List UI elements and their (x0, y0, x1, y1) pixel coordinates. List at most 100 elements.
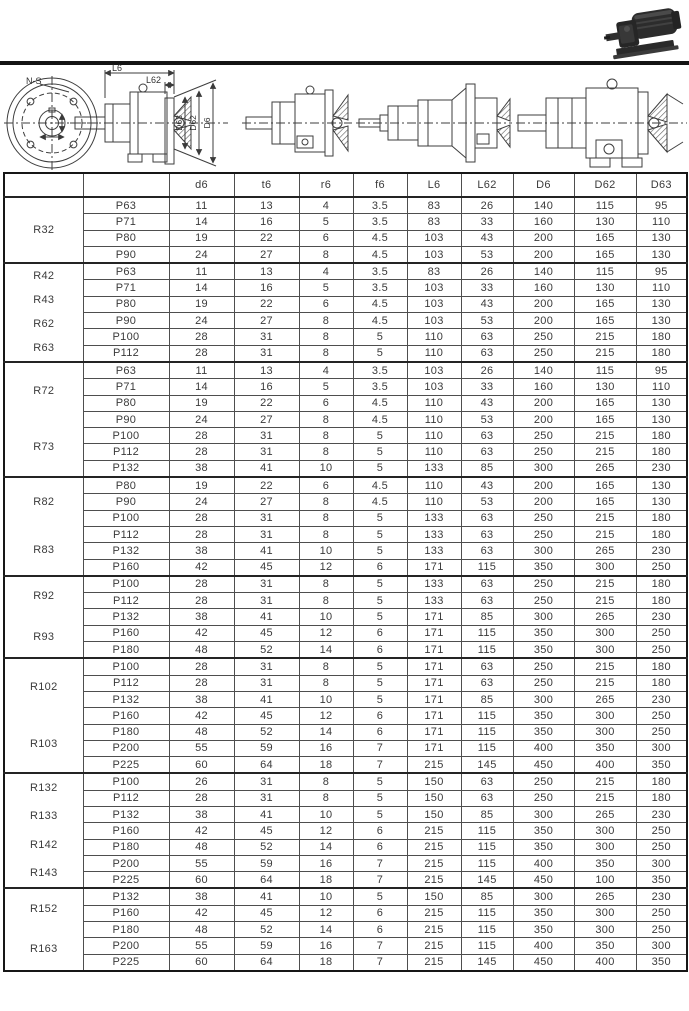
motor-size-cell: P112 (82, 674, 170, 692)
value-cell: 250 (512, 674, 575, 692)
value-cell: 115 (460, 937, 514, 955)
value-cell: 265 (573, 690, 637, 709)
value-cell: 8 (298, 312, 354, 330)
value-cell: 215 (406, 904, 462, 923)
motor-size-cell: P225 (82, 756, 170, 774)
value-cell: 43 (460, 476, 514, 495)
value-cell: 85 (460, 690, 514, 709)
value-cell: 350 (512, 838, 575, 856)
value-cell: 160 (512, 279, 575, 297)
value-cell: 250 (512, 525, 575, 544)
value-cell: 115 (460, 838, 514, 856)
value-cell: 85 (460, 887, 514, 906)
value-cell: 300 (512, 887, 575, 906)
value-cell: 4 (298, 262, 354, 281)
value-cell: 300 (512, 459, 575, 478)
value-cell: 350 (573, 739, 637, 758)
series-label: R32 (33, 223, 55, 236)
motor-size-cell: P80 (82, 476, 170, 495)
value-cell: 8 (298, 427, 354, 445)
value-cell: 31 (233, 328, 300, 346)
value-cell: 115 (573, 262, 637, 281)
value-cell: 250 (635, 921, 688, 939)
value-cell: 145 (460, 953, 514, 972)
value-cell: 130 (635, 476, 688, 495)
value-cell: 5 (298, 279, 354, 297)
value-cell: 4 (298, 360, 354, 380)
value-cell: 300 (573, 558, 637, 577)
value-cell: 13 (233, 196, 300, 215)
value-cell: 215 (573, 427, 637, 445)
value-cell: 63 (460, 344, 514, 363)
reducer-adapter-view-drawing (356, 83, 512, 163)
value-cell: 27 (233, 493, 300, 511)
value-cell: 215 (573, 574, 637, 594)
value-cell: 130 (635, 312, 688, 330)
value-cell: 8 (298, 674, 354, 692)
table-row: P180 48 52 14 6 215 115 350 300 250 (4, 838, 688, 856)
value-cell: 28 (168, 344, 235, 363)
value-cell: 5 (352, 443, 408, 461)
motor-size-cell: P132 (82, 542, 170, 560)
table-row: P112 28 31 8 5 110 63 250 215 180 (4, 443, 688, 461)
value-cell: 400 (512, 854, 575, 873)
value-cell: 133 (406, 542, 462, 560)
value-cell: 48 (168, 641, 235, 659)
value-cell: 41 (233, 542, 300, 560)
value-cell: 180 (635, 772, 688, 791)
table-row: P80 19 22 6 4.5 103 43 200 165 130 (4, 295, 688, 314)
value-cell: 28 (168, 674, 235, 692)
value-cell: 450 (512, 871, 575, 889)
value-cell: 83 (406, 262, 462, 281)
value-cell: 31 (233, 344, 300, 363)
value-cell: 450 (512, 953, 575, 972)
series-label: R62 (33, 318, 55, 331)
value-cell: 250 (635, 558, 688, 577)
value-cell: 6 (352, 822, 408, 840)
table-row: P71 14 16 5 3.5 83 33 160 130 110 (4, 213, 688, 231)
value-cell: 83 (406, 213, 462, 231)
value-cell: 31 (233, 443, 300, 461)
motor-size-cell: P180 (82, 838, 170, 856)
value-cell: 18 (298, 871, 354, 889)
value-cell: 4.5 (352, 295, 408, 314)
table-row: R42 R43 R62 R63 P63 11 13 4 3.5 83 26 140 115 95 (3, 262, 688, 363)
motor-size-cell: P225 (82, 871, 170, 889)
value-cell: 110 (635, 279, 688, 297)
value-cell: 350 (573, 854, 637, 873)
value-cell: 6 (352, 641, 408, 659)
horizontal-divider (0, 61, 689, 65)
value-cell: 350 (512, 641, 575, 659)
motor-size-cell: P90 (82, 493, 170, 511)
value-cell: 48 (168, 723, 235, 741)
value-cell: 110 (406, 427, 462, 445)
value-cell: 24 (168, 410, 235, 429)
value-cell: 8 (298, 328, 354, 346)
value-cell: 265 (573, 805, 637, 824)
value-cell: 115 (460, 558, 514, 577)
value-cell: 300 (635, 854, 688, 873)
value-cell: 115 (460, 921, 514, 939)
value-cell: 150 (406, 772, 462, 791)
value-cell: 350 (573, 937, 637, 955)
value-cell: 52 (233, 723, 300, 741)
value-cell: 230 (635, 805, 688, 824)
gear-motor-photo (603, 4, 688, 62)
value-cell: 63 (460, 509, 514, 527)
value-cell: 22 (233, 476, 300, 495)
value-cell: 13 (233, 262, 300, 281)
motor-size-cell: P200 (82, 739, 170, 758)
value-cell: 63 (460, 772, 514, 791)
value-cell: 400 (512, 937, 575, 955)
table-row: P180 48 52 14 6 171 115 350 300 250 (4, 641, 688, 659)
value-cell: 31 (233, 509, 300, 527)
value-cell: 230 (635, 608, 688, 626)
value-cell: 150 (406, 789, 462, 807)
table-row: P100 28 31 8 5 133 63 250 215 180 (4, 509, 688, 527)
value-cell: 133 (406, 574, 462, 594)
value-cell: 115 (573, 196, 637, 215)
value-cell: 60 (168, 756, 235, 774)
col-header-L62: L62 (460, 172, 514, 198)
value-cell: 250 (635, 723, 688, 741)
value-cell: 4.5 (352, 476, 408, 495)
